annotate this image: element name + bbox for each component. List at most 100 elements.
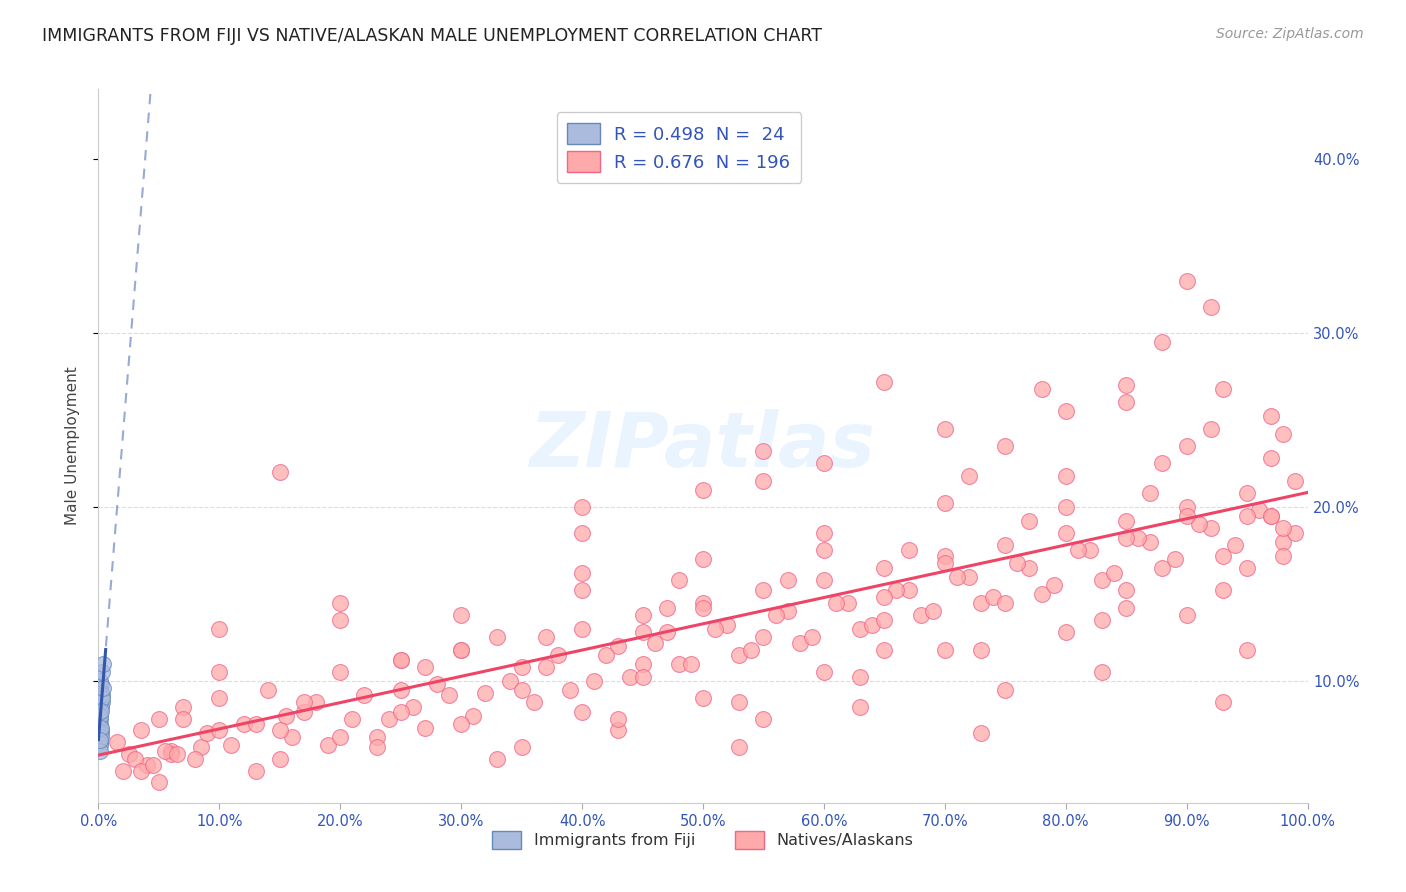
Point [1260, 451, 1282, 466]
Point [752, 631, 775, 645]
Point [1091, 613, 1114, 627]
Point [1078, 543, 1101, 558]
Point [450, 642, 472, 657]
Point [389, 706, 412, 720]
Point [994, 538, 1017, 552]
Point [190, 740, 212, 755]
Point [571, 526, 593, 541]
Point [91, 688, 114, 702]
Point [910, 607, 932, 622]
Point [1054, 404, 1077, 418]
Point [692, 552, 714, 566]
Point [281, 730, 304, 744]
Point [607, 639, 630, 653]
Point [366, 740, 388, 755]
Point [1102, 566, 1125, 580]
Point [389, 653, 412, 667]
Point [1067, 543, 1090, 558]
Point [1152, 561, 1174, 575]
Point [692, 596, 714, 610]
Point [474, 686, 496, 700]
Point [1272, 549, 1295, 563]
Point [655, 600, 678, 615]
Point [849, 700, 872, 714]
Point [91, 665, 114, 680]
Point [269, 752, 291, 766]
Point [547, 648, 569, 662]
Point [692, 483, 714, 497]
Point [607, 723, 630, 737]
Point [90, 700, 112, 714]
Point [329, 665, 352, 680]
Point [860, 618, 883, 632]
Point [1212, 549, 1234, 563]
Point [90, 730, 112, 744]
Point [1236, 486, 1258, 500]
Point [970, 642, 993, 657]
Point [1260, 508, 1282, 523]
Point [118, 747, 141, 761]
Point [172, 712, 194, 726]
Point [1115, 531, 1137, 545]
Point [957, 569, 980, 583]
Point [571, 583, 593, 598]
Point [583, 673, 606, 688]
Y-axis label: Male Unemployment: Male Unemployment [65, 367, 80, 525]
Point [716, 618, 738, 632]
Point [1236, 642, 1258, 657]
Point [644, 635, 666, 649]
Point [91, 695, 114, 709]
Point [292, 706, 315, 720]
Point [89, 733, 111, 747]
Point [510, 740, 533, 755]
Point [1018, 514, 1040, 528]
Point [849, 671, 872, 685]
Point [413, 721, 436, 735]
Point [934, 556, 956, 570]
Point [274, 708, 297, 723]
Point [631, 657, 654, 671]
Point [1115, 378, 1137, 392]
Point [1139, 486, 1161, 500]
Point [90, 721, 112, 735]
Point [873, 561, 896, 575]
Point [195, 726, 218, 740]
Point [970, 596, 993, 610]
Point [135, 757, 157, 772]
Point [728, 740, 751, 755]
Point [89, 673, 111, 688]
Point [994, 596, 1017, 610]
Point [1260, 508, 1282, 523]
Point [105, 735, 128, 749]
Point [1212, 583, 1234, 598]
Point [1236, 561, 1258, 575]
Point [329, 730, 352, 744]
Point [89, 743, 111, 757]
Point [752, 474, 775, 488]
Point [91, 681, 114, 695]
Point [160, 743, 183, 757]
Point [934, 496, 956, 510]
Point [1175, 607, 1198, 622]
Point [765, 607, 787, 622]
Point [776, 604, 799, 618]
Point [184, 752, 207, 766]
Point [1175, 274, 1198, 288]
Point [813, 543, 835, 558]
Point [740, 642, 762, 657]
Point [1175, 508, 1198, 523]
Point [631, 671, 654, 685]
Point [1272, 521, 1295, 535]
Point [269, 465, 291, 479]
Point [534, 660, 557, 674]
Point [413, 660, 436, 674]
Point [886, 583, 908, 598]
Point [208, 665, 231, 680]
Point [1272, 534, 1295, 549]
Point [208, 622, 231, 636]
Point [1212, 382, 1234, 396]
Point [994, 439, 1017, 453]
Point [1188, 517, 1211, 532]
Point [1128, 531, 1150, 545]
Point [728, 695, 751, 709]
